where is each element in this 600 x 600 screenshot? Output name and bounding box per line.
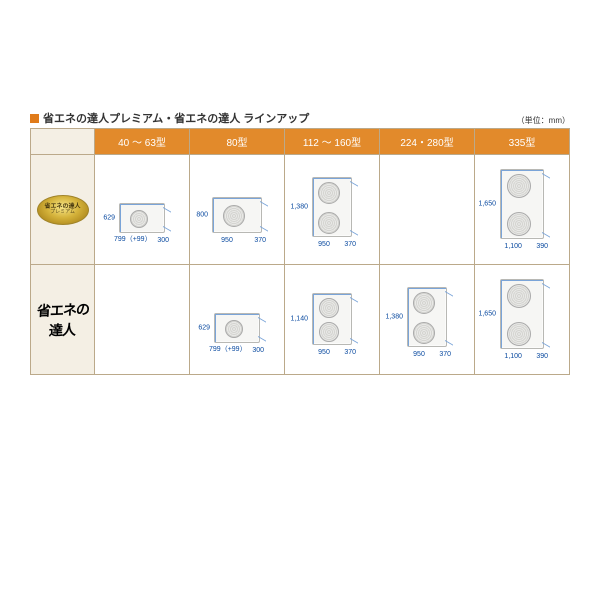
unit-cell: 800950370 [190,155,285,265]
column-header: 112 ～ 160型 [285,129,380,155]
unit-cell [380,155,475,265]
row-label: 省エネの達人 [31,265,95,375]
column-header: 40 ～ 63型 [95,129,190,155]
table-row: 省エネの達人プレミアム629799（+99）3008009503701,3809… [31,155,570,265]
table-header-row: 40 ～ 63型 80型 112 ～ 160型 224・280型 335型 [31,129,570,155]
premium-badge-icon: 省エネの達人プレミアム [37,195,89,225]
unit-cell: 1,6501,100390 [475,155,570,265]
unit-cell: 1,6501,100390 [475,265,570,375]
table-row: 省エネの達人 629799（+99）3001,1409503701,3809503… [31,265,570,375]
unit-cell: 629799（+99）300 [190,265,285,375]
column-header: 80型 [190,129,285,155]
column-header: 224・280型 [380,129,475,155]
unit-cell: 629799（+99）300 [95,155,190,265]
unit-cell: 1,380950370 [285,155,380,265]
column-header: 335型 [475,129,570,155]
unit-note: （単位：mm） [517,115,570,126]
brush-logo: 省エネの達人 [34,299,91,341]
lineup-table: 40 ～ 63型 80型 112 ～ 160型 224・280型 335型 省エ… [30,128,570,375]
unit-cell: 1,380950370 [380,265,475,375]
unit-cell [95,265,190,375]
section-heading: 省エネの達人プレミアム・省エネの達人 ラインアップ [30,110,309,126]
row-label: 省エネの達人プレミアム [31,155,95,265]
header-blank [31,129,95,155]
unit-cell: 1,140950370 [285,265,380,375]
